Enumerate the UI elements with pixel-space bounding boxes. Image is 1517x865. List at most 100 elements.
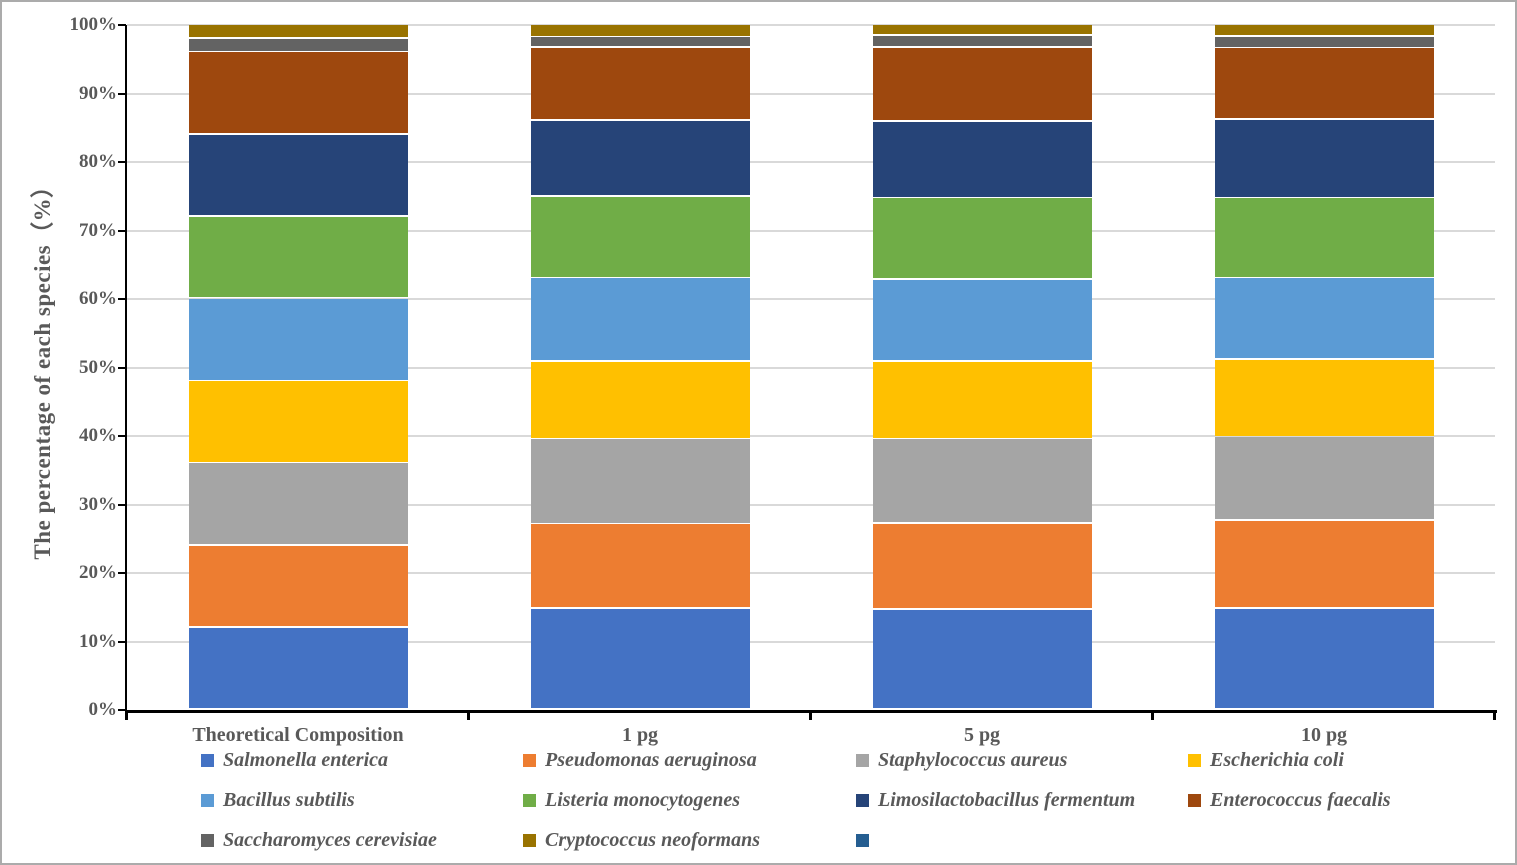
bar-segment-enterococcus-faecalis [530, 47, 750, 120]
legend-label: Saccharomyces cerevisiae [223, 829, 437, 851]
legend-swatch-icon [856, 793, 869, 807]
bar-segment-enterococcus-faecalis [872, 47, 1092, 120]
bar-segment-saccharomyces-cerevisiae [530, 37, 750, 46]
legend-item-pseudomonas-aeruginosa: Pseudomonas aeruginosa [523, 750, 757, 770]
bar-segment-escherichia-coli [1214, 359, 1434, 436]
bar-segment-escherichia-coli [872, 362, 1092, 438]
bar-segment-cryptococcus-neoformans [872, 25, 1092, 35]
legend-swatch-icon [201, 833, 214, 847]
y-tick-label: 20% [79, 562, 117, 583]
legend-item-limosilactobacillus-fermentum: Limosilactobacillus fermentum [856, 790, 1135, 810]
bar-segment-cryptococcus-neoformans [188, 25, 408, 38]
y-axis-tick [118, 572, 126, 574]
legend-swatch-icon [856, 753, 869, 767]
bar-segment-bacillus-subtilis [1214, 278, 1434, 359]
legend-swatch-icon [523, 793, 536, 807]
gridline [127, 503, 1495, 506]
gridline [127, 435, 1495, 437]
legend-swatch-icon [1188, 753, 1201, 767]
bar-segment-pseudomonas-aeruginosa [872, 523, 1092, 609]
legend-label: Cryptococcus neoformans [545, 829, 760, 851]
gridline [127, 572, 1495, 574]
category-label: 1 pg [621, 724, 659, 746]
x-axis-tick [125, 710, 128, 720]
legend-label: Listeria monocytogenes [545, 789, 740, 811]
bar-segment-bacillus-subtilis [872, 279, 1092, 361]
bar-segment-staphylococcus-aureus [1214, 437, 1434, 520]
category-label: 5 pg [963, 724, 1001, 746]
bar-segment-saccharomyces-cerevisiae [1214, 36, 1434, 47]
bar-segment-saccharomyces-cerevisiae [872, 35, 1092, 46]
y-tick-label: 50% [79, 356, 117, 378]
y-tick-label: 90% [79, 82, 117, 104]
bar-segment-salmonella-enterica [188, 627, 408, 709]
y-axis-line [125, 25, 127, 713]
bar-segment-salmonella-enterica [1214, 608, 1434, 709]
y-axis-tick [118, 640, 126, 643]
bar-segment-bacillus-subtilis [530, 278, 750, 361]
legend-swatch-icon [856, 833, 869, 847]
y-axis-tick [118, 92, 126, 95]
bar-segment-cryptococcus-neoformans [1214, 25, 1434, 36]
bar-segment-limosilactobacillus-fermentum [872, 121, 1092, 197]
bar-segment-staphylococcus-aureus [188, 463, 408, 544]
bar-segment-listeria-monocytogenes [188, 216, 408, 298]
bar-segment-listeria-monocytogenes [872, 198, 1092, 279]
legend-label: Enterococcus faecalis [1210, 789, 1391, 811]
bar-segment-limosilactobacillus-fermentum [1214, 119, 1434, 197]
legend-label: Salmonella enterica [223, 749, 388, 771]
legend-swatch-icon [201, 793, 214, 807]
bar-segment-salmonella-enterica [530, 608, 750, 709]
y-tick-label: 10% [79, 630, 117, 652]
bar-segment-saccharomyces-cerevisiae [188, 38, 408, 51]
gridline [127, 92, 1495, 95]
gridline [127, 640, 1495, 643]
legend-label: Limosilactobacillus fermentum [878, 789, 1136, 811]
gridline [127, 298, 1495, 300]
y-axis-tick [118, 229, 126, 232]
bar-segment-listeria-monocytogenes [530, 196, 750, 277]
gridline [127, 24, 1495, 26]
y-tick-label: 80% [79, 151, 117, 172]
y-axis-tick [118, 161, 126, 163]
legend-item-listeria-monocytogenes: Listeria monocytogenes [523, 790, 740, 810]
gridline [127, 229, 1495, 232]
y-tick-label: 70% [79, 219, 117, 241]
legend-swatch-icon [523, 833, 536, 847]
bar-segment-staphylococcus-aureus [872, 439, 1092, 523]
bar-segment-enterococcus-faecalis [1214, 48, 1434, 118]
x-axis-tick [1493, 710, 1496, 720]
x-axis-tick [467, 710, 470, 720]
y-tick-label: 40% [79, 425, 117, 446]
y-axis-tick [118, 366, 126, 369]
y-tick-label: 0% [88, 699, 118, 720]
legend-label: Staphylococcus aureus [878, 749, 1068, 771]
y-axis-tick [118, 435, 126, 437]
legend-swatch-icon [1188, 793, 1201, 807]
legend-item-escherichia-coli: Escherichia coli [1188, 750, 1344, 770]
x-axis-tick [1151, 710, 1154, 720]
legend-label: Bacillus subtilis [223, 789, 355, 811]
legend-label: Pseudomonas aeruginosa [545, 749, 757, 771]
bar-segment-staphylococcus-aureus [530, 439, 750, 523]
legend-label: Escherichia coli [1210, 749, 1344, 771]
legend-item-enterococcus-faecalis: Enterococcus faecalis [1188, 790, 1391, 810]
legend-item-cryptococcus-neoformans: Cryptococcus neoformans [523, 830, 760, 850]
bar-segment-limosilactobacillus-fermentum [188, 134, 408, 216]
bar-segment-pseudomonas-aeruginosa [188, 545, 408, 627]
bar-segment-limosilactobacillus-fermentum [530, 120, 750, 196]
y-axis-tick [118, 298, 126, 300]
y-tick-label: 100% [69, 14, 118, 35]
bar-segment-escherichia-coli [530, 362, 750, 438]
bar-segment-pseudomonas-aeruginosa [1214, 520, 1434, 608]
category-label: 10 pg [1300, 724, 1348, 746]
gridline [127, 161, 1495, 163]
category-label: Theoretical Composition [192, 724, 404, 746]
legend-item-saccharomyces-cerevisiae: Saccharomyces cerevisiae [201, 830, 437, 850]
bar-segment-enterococcus-faecalis [188, 52, 408, 133]
y-axis-tick [118, 24, 126, 26]
y-axis-tick [118, 709, 126, 711]
bar-segment-escherichia-coli [188, 381, 408, 462]
bar-segment-pseudomonas-aeruginosa [530, 524, 750, 607]
